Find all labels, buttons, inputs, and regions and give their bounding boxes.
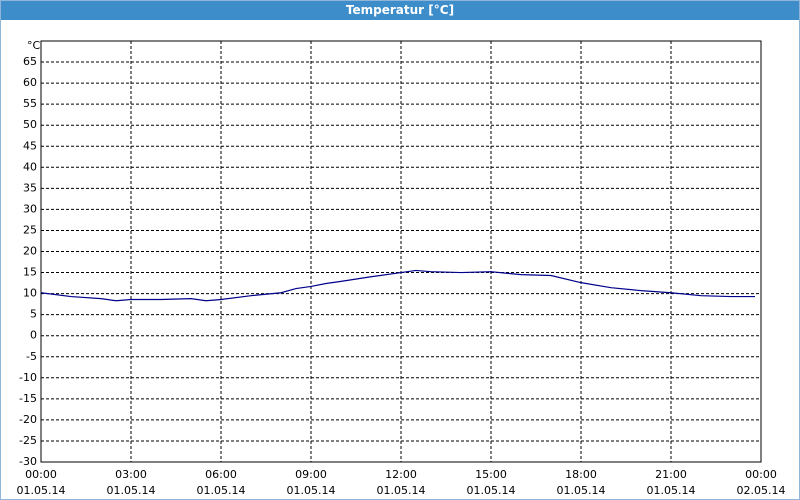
y-tick-label: 30: [23, 202, 37, 215]
y-tick-label: -25: [19, 434, 37, 447]
y-tick-label: -30: [19, 455, 37, 468]
y-tick-label: 50: [23, 118, 37, 131]
y-tick-label: 0: [30, 329, 37, 342]
y-tick-label: 55: [23, 97, 37, 110]
plot-border: [40, 40, 762, 463]
y-tick-label: 35: [23, 181, 37, 194]
y-tick-label: -15: [19, 392, 37, 405]
x-tick-label: 00:00 01.05.14: [16, 468, 66, 497]
x-tick-label: 03:00 01.05.14: [106, 468, 156, 497]
y-tick-label: 40: [23, 160, 37, 173]
y-unit-label: °C: [27, 39, 41, 52]
x-tick-label: 18:00 01.05.14: [556, 468, 606, 497]
y-tick-label: -5: [26, 350, 37, 363]
title-bar: Temperatur [°C]: [1, 1, 799, 20]
x-tick-label: 06:00 01.05.14: [196, 468, 246, 497]
y-tick-label: -10: [19, 371, 37, 384]
x-tick-label: 21:00 01.05.14: [646, 468, 696, 497]
y-tick-label: 5: [30, 308, 37, 321]
x-tick-label: 12:00 01.05.14: [376, 468, 426, 497]
y-tick-label: -20: [19, 413, 37, 426]
y-tick-label: 65: [23, 55, 37, 68]
x-tick-label: 15:00 01.05.14: [466, 468, 516, 497]
x-tick-label: 09:00 01.05.14: [286, 468, 336, 497]
y-tick-label: 60: [23, 76, 37, 89]
y-tick-label: 20: [23, 245, 37, 258]
y-tick-label: 15: [23, 266, 37, 279]
data-line: [40, 269, 755, 302]
y-tick-label: 45: [23, 139, 37, 152]
x-tick-label: 00:00 02.05.14: [736, 468, 786, 497]
y-tick-label: 10: [23, 287, 37, 300]
y-tick-label: 25: [23, 223, 37, 236]
